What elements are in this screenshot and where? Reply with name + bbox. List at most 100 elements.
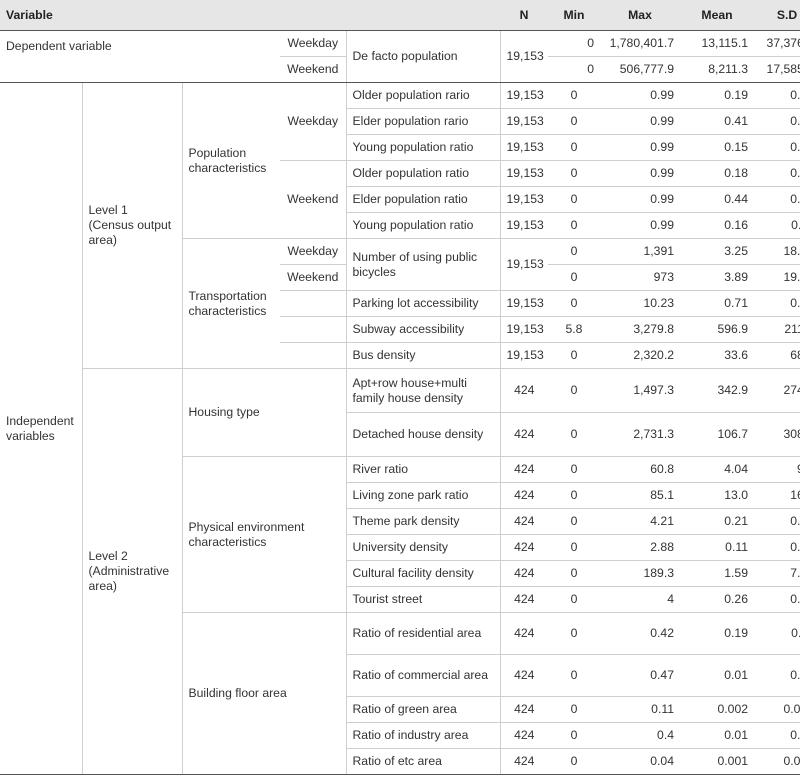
mean-value: 0.26	[680, 586, 754, 613]
min-value: 0	[548, 30, 600, 57]
table-row: Building floor area Ratio of residential…	[0, 612, 800, 775]
n-value: 424	[500, 508, 548, 535]
n-value: 424	[500, 586, 548, 613]
header-n: N	[500, 0, 548, 31]
housing-type-label: Housing type	[181, 368, 346, 457]
n-value: 424	[500, 654, 548, 697]
n-value: 19,153	[500, 186, 548, 213]
mean-value: 0.18	[680, 160, 754, 187]
max-value: 85.1	[600, 482, 680, 509]
table-row: Transportation characteristics Weekday N…	[0, 238, 800, 369]
variable-name: Living zone park ratio	[345, 482, 501, 509]
max-value: 0.99	[600, 160, 680, 187]
n-value: 19,153	[500, 290, 548, 317]
n-value: 19,153	[500, 82, 548, 109]
n-value: 424	[500, 412, 548, 457]
sd-value: 0.008	[754, 696, 800, 723]
min-value: 0	[548, 186, 600, 213]
table-row: Young population ratio 19,153 0 0.99 0.1…	[0, 134, 800, 161]
mean-value: 0.19	[680, 612, 754, 655]
max-value: 1,780,401.7	[600, 30, 680, 57]
sd-value: 0.66	[754, 586, 800, 613]
min-value: 0	[548, 696, 600, 723]
min-value: 0	[548, 586, 600, 613]
mean-value: 0.71	[680, 290, 754, 317]
variable-name: Ratio of industry area	[345, 722, 501, 749]
min-value: 0	[548, 108, 600, 135]
n-value: 424	[500, 534, 548, 561]
max-value: 60.8	[600, 456, 680, 483]
variable-name: Young population ratio	[345, 134, 501, 161]
table-row: Detached house density 424 0 2,731.3 106…	[0, 412, 800, 457]
sd-value: 0.17	[754, 108, 800, 135]
level2-label: Level 2 (Administrative area)	[82, 368, 182, 775]
min-value: 5.8	[548, 316, 600, 343]
n-value: 424	[500, 560, 548, 587]
mean-value: 0.002	[680, 696, 754, 723]
max-value: 10.23	[600, 290, 680, 317]
sd-value: 308.8	[754, 412, 800, 457]
max-value: 506,777.9	[600, 56, 680, 83]
mean-value: 13,115.1	[680, 30, 754, 57]
mean-value: 4.04	[680, 456, 754, 483]
max-value: 0.11	[600, 696, 680, 723]
sd-value: 0.03	[754, 654, 800, 697]
mean-value: 8,211.3	[680, 56, 754, 83]
min-value: 0	[548, 508, 600, 535]
sd-value: 0.35	[754, 534, 800, 561]
table-row: Ratio of industry area 424 0 0.4 0.01 0.…	[0, 722, 800, 749]
table-row: Young population ratio 19,153 0 0.99 0.1…	[0, 212, 800, 239]
dependent-variable-label: Dependent variable	[0, 30, 280, 83]
sd-value: 0.16	[754, 186, 800, 213]
n-value: 424	[500, 722, 548, 749]
variable-name: Elder population ratio	[345, 186, 501, 213]
transportation-characteristics-label: Transportation characteristics	[181, 238, 280, 369]
max-value: 0.47	[600, 654, 680, 697]
mean-value: 0.001	[680, 748, 754, 775]
n-value: 19,153	[500, 30, 548, 83]
mean-value: 1.59	[680, 560, 754, 587]
n-value: 424	[500, 696, 548, 723]
variable-name: Older population rario	[345, 82, 501, 109]
variable-name: River ratio	[345, 456, 501, 483]
sd-value: 0.10	[754, 160, 800, 187]
mean-value: 3.89	[680, 264, 754, 291]
table-row: Subway accessibility 19,153 5.8 3,279.8 …	[0, 316, 800, 343]
sd-value: 0.10	[754, 82, 800, 109]
table-row: Physical environment characteristics Riv…	[0, 456, 800, 613]
n-value: 424	[500, 368, 548, 413]
max-value: 0.4	[600, 722, 680, 749]
min-value: 0	[548, 482, 600, 509]
period-label: Weekend	[280, 264, 346, 291]
table-row: Dependent variable Weekday De facto popu…	[0, 30, 800, 83]
independent-variables-label: Independent variables	[0, 82, 83, 775]
max-value: 0.42	[600, 612, 680, 655]
period-label: Weekday	[280, 238, 346, 265]
mean-value: 33.6	[680, 342, 754, 369]
min-value: 0	[548, 560, 600, 587]
min-value: 0	[548, 654, 600, 697]
max-value: 0.99	[600, 134, 680, 161]
population-characteristics-label: Population characteristics	[181, 82, 280, 239]
sd-value: 17,585.7	[754, 56, 800, 83]
header-row: Variable N Min Max Mean S.D	[0, 0, 800, 31]
variable-name: Ratio of residential area	[345, 612, 501, 655]
variable-name: Young population ratio	[345, 212, 501, 239]
table-row: Cultural facility density 424 0 189.3 1.…	[0, 560, 800, 587]
table-row: Tourist street 424 0 4 0.26 0.66	[0, 586, 800, 613]
max-value: 1,391	[600, 238, 680, 265]
table-row: Theme park density 424 0 4.21 0.21 0.44	[0, 508, 800, 535]
table-row: Weekend Older population ratio 19,153 0 …	[0, 160, 800, 239]
min-value: 0	[548, 748, 600, 775]
period-label: Weekday	[280, 30, 346, 57]
variable-name: Detached house density	[345, 412, 501, 457]
sd-value: 0.14	[754, 134, 800, 161]
max-value: 0.99	[600, 108, 680, 135]
table-row: Ratio of commercial area 424 0 0.47 0.01…	[0, 654, 800, 697]
mean-value: 596.9	[680, 316, 754, 343]
max-value: 2,731.3	[600, 412, 680, 457]
header-sd: S.D	[754, 0, 800, 31]
max-value: 2,320.2	[600, 342, 680, 369]
n-value: 424	[500, 482, 548, 509]
